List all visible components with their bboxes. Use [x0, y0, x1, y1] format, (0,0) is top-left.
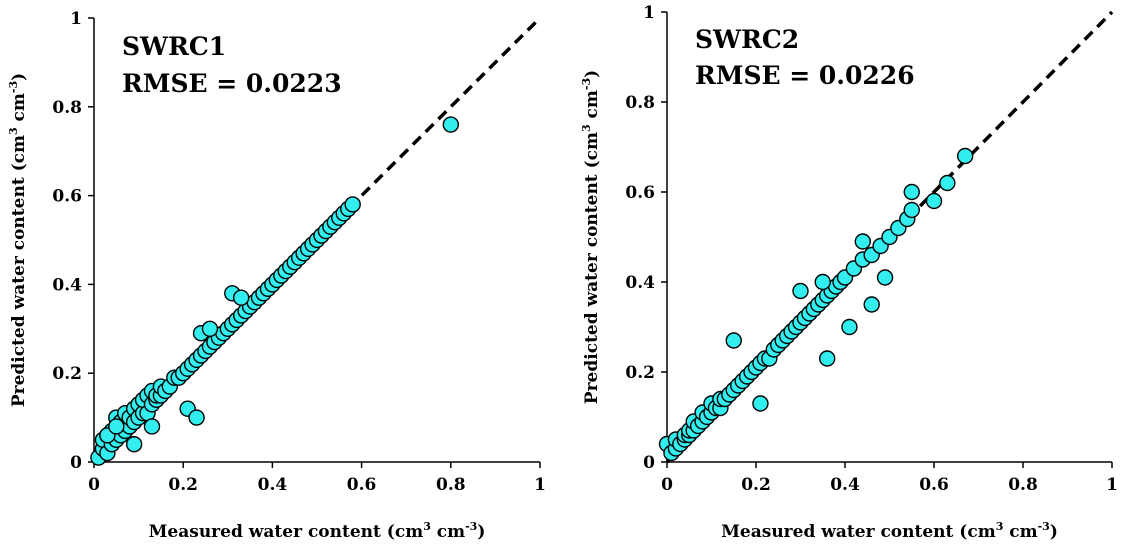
y-axis-label: Predicted water content (cm3 cm-3)	[7, 73, 29, 407]
y-tick-label: 0.6	[52, 187, 82, 207]
data-point	[344, 196, 361, 213]
y-tick-label: 0.8	[625, 93, 655, 113]
data-point	[956, 147, 974, 165]
x-tick-label: 0.4	[830, 475, 860, 495]
data-point	[188, 409, 205, 426]
y-tick-label: 0.2	[625, 363, 655, 383]
data-point	[903, 201, 920, 219]
y-axis-label: Predicted water content (cm3 cm-3)	[580, 70, 602, 404]
x-tick-label: 0.4	[258, 475, 288, 495]
y-tick-label: 1	[70, 9, 82, 29]
annotation-title: SWRC1	[122, 32, 226, 61]
y-tick-label: 1	[643, 3, 655, 23]
y-tick-label: 0	[70, 453, 82, 473]
x-tick-label: 0	[88, 475, 100, 495]
data-point	[125, 436, 143, 453]
x-tick-label: 1	[534, 475, 546, 495]
annotation-rmse: RMSE = 0.0226	[695, 61, 915, 90]
x-tick-label: 0.8	[1008, 475, 1038, 495]
x-tick-label: 0	[661, 475, 673, 495]
data-point	[854, 233, 871, 250]
data-point	[752, 395, 769, 412]
data-point	[232, 289, 250, 306]
x-tick-label: 0.2	[168, 475, 198, 495]
x-tick-label: 1	[1106, 475, 1118, 495]
y-tick-label: 0.4	[52, 275, 82, 295]
x-axis-label: Measured water content (cm3 cm-3)	[721, 520, 1058, 542]
x-tick-label: 0.6	[347, 475, 377, 495]
data-point	[442, 116, 459, 133]
x-tick-label: 0.6	[919, 475, 949, 495]
annotation-title: SWRC2	[695, 25, 799, 54]
data-point	[939, 174, 956, 192]
data-point	[814, 273, 831, 291]
y-tick-label: 0.2	[52, 364, 82, 384]
data-point	[201, 320, 219, 337]
data-point	[841, 318, 858, 336]
y-tick-label: 0.4	[625, 273, 655, 293]
y-tick-label: 0	[643, 453, 655, 473]
data-point	[819, 350, 836, 367]
y-tick-label: 0.8	[52, 98, 82, 118]
data-point	[863, 296, 880, 313]
data-point	[925, 192, 943, 210]
data-point	[792, 282, 809, 300]
y-tick-label: 0.6	[625, 183, 655, 203]
x-tick-label: 0.8	[436, 475, 466, 495]
chart-panel-1: 0 0.2 0.4 0.6 0.8 1 0 0.2 0.4 0.6 0.8 1 SWRC1 RMSE = …	[7, 9, 546, 542]
data-point	[903, 183, 920, 201]
data-point	[876, 269, 894, 286]
annotation-rmse: RMSE = 0.0223	[122, 69, 342, 98]
data-point	[143, 418, 161, 435]
chart-panel-2: 0 0.2 0.4 0.6 0.8 1 0 0.2 0.4 0.6 0.8 1 SWRC2 RMSE = …	[580, 3, 1118, 542]
x-axis-label: Measured water content (cm3 cm-3)	[149, 520, 486, 542]
data-point	[725, 332, 742, 349]
x-tick-label: 0.2	[741, 475, 771, 495]
data-point	[108, 418, 125, 435]
